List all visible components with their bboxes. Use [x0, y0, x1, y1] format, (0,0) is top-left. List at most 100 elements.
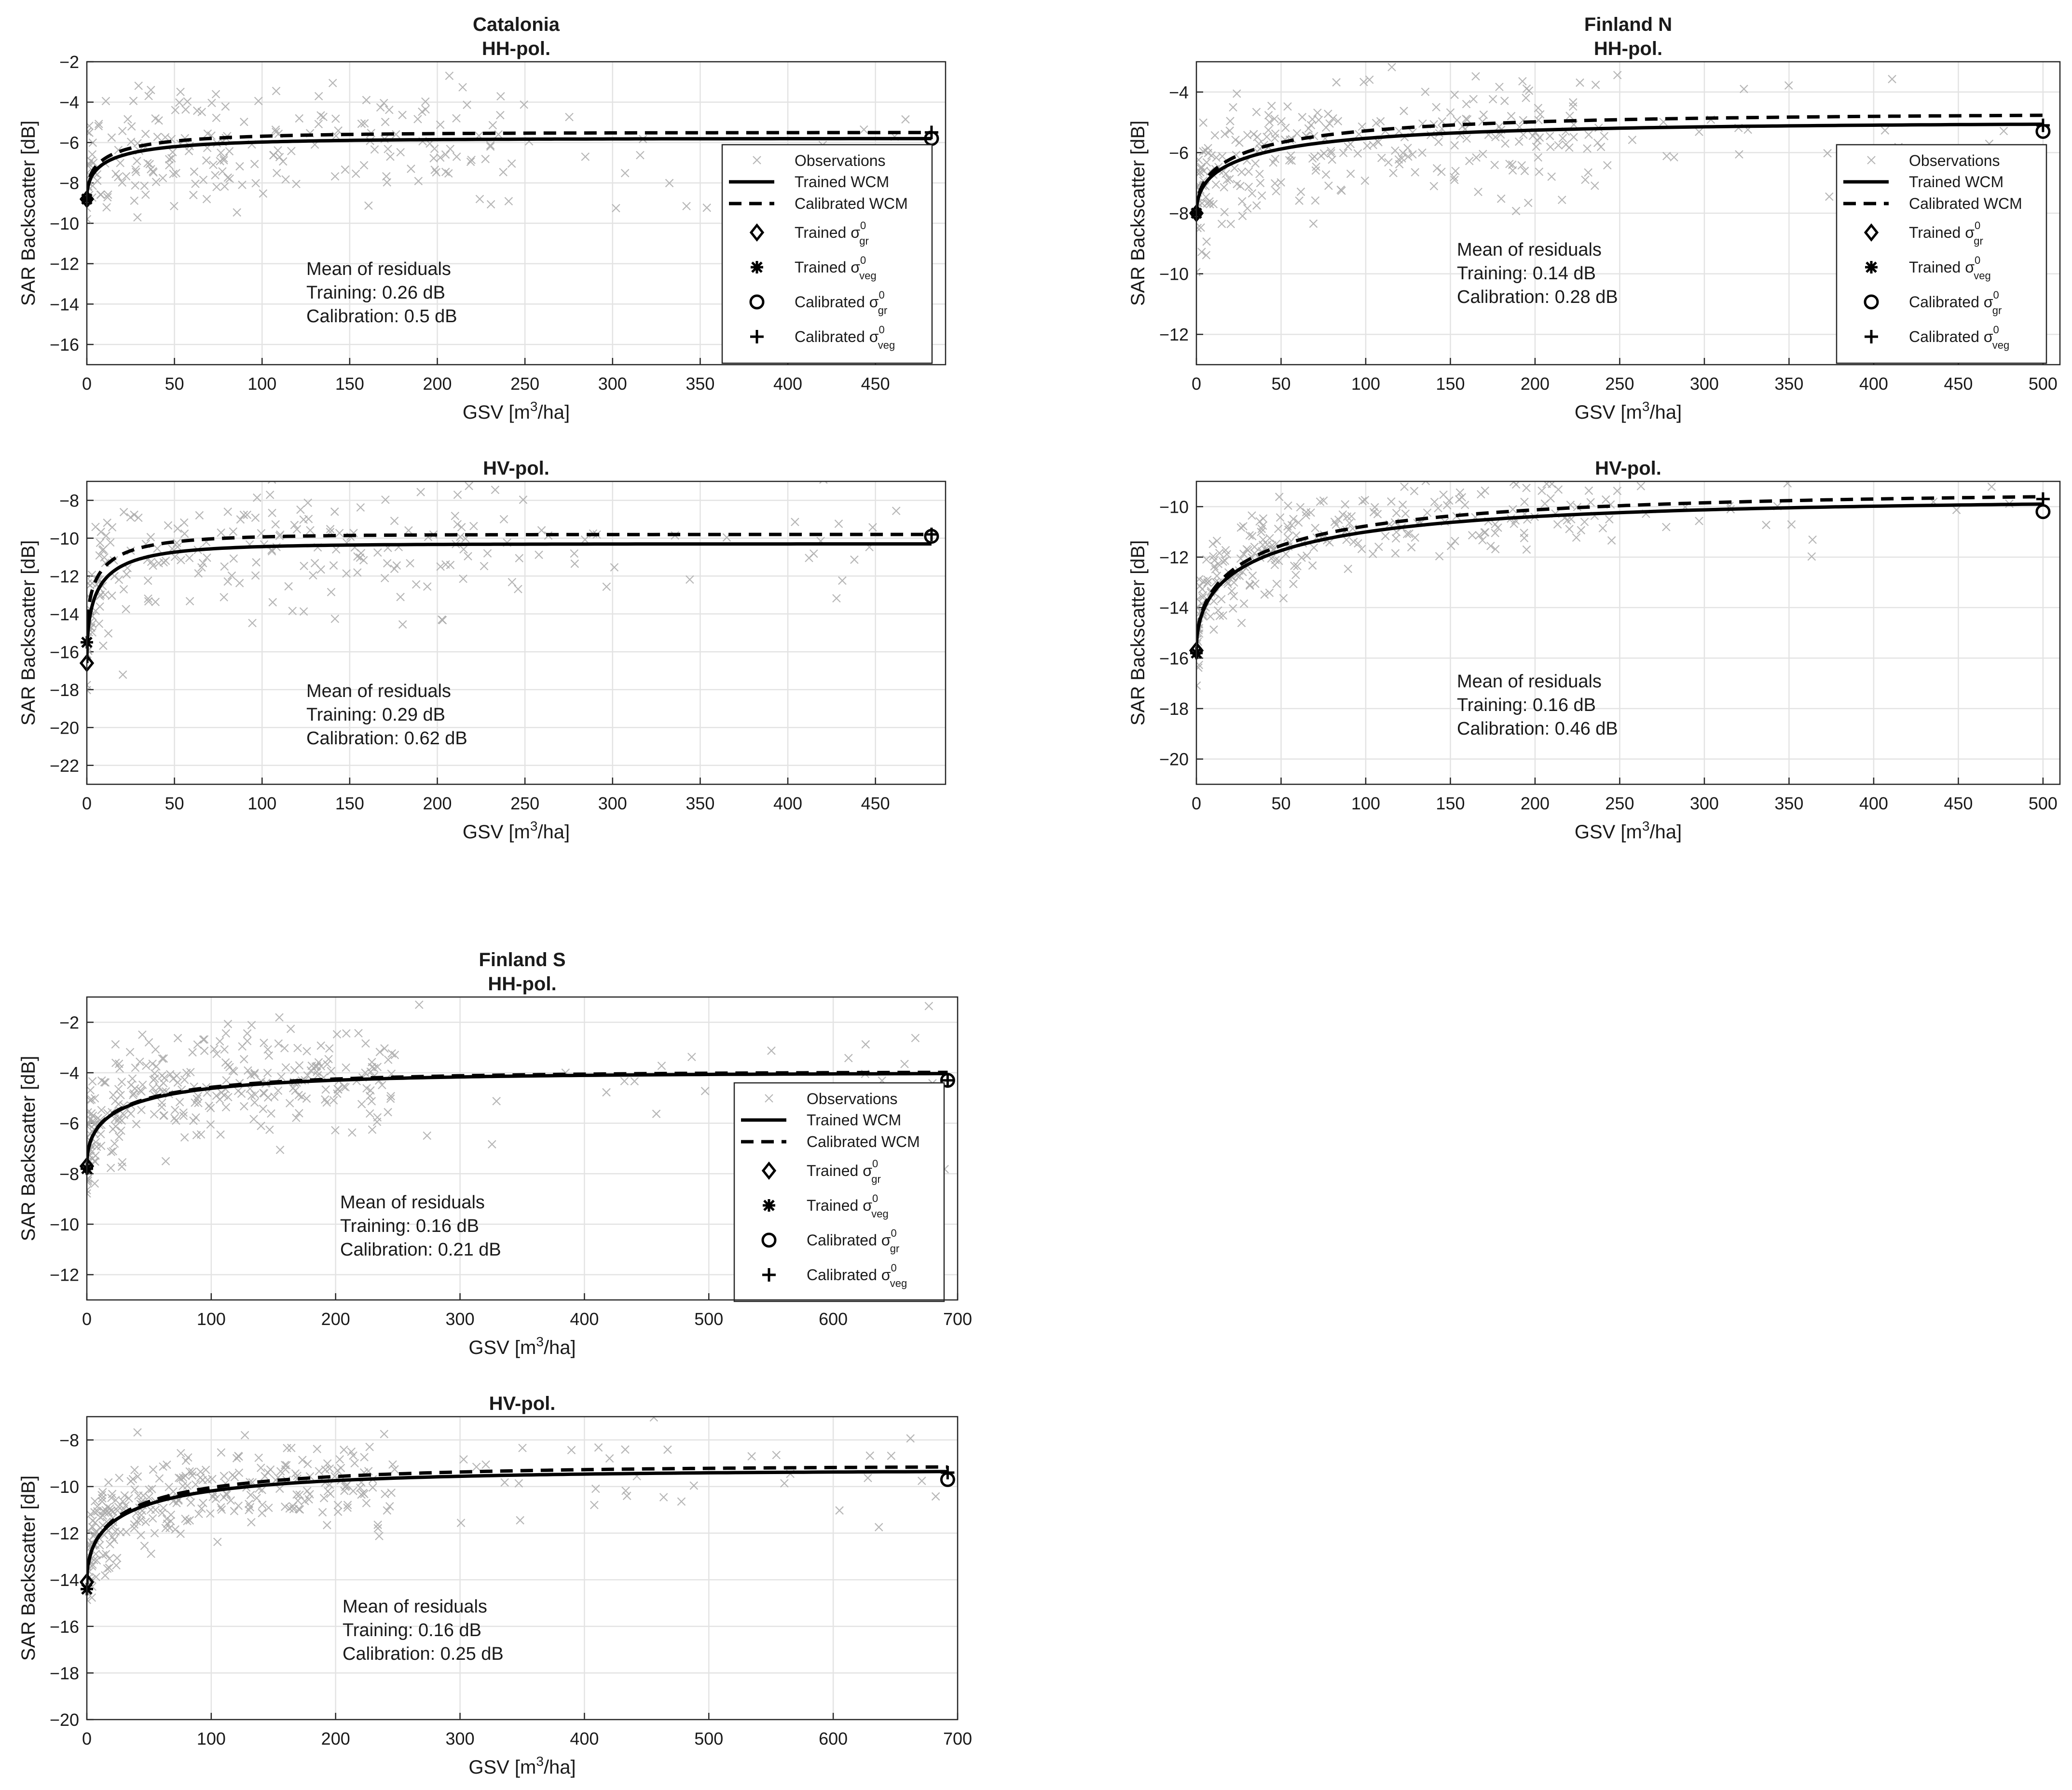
observation-point: [173, 1034, 182, 1042]
residuals-heading: Mean of residuals: [306, 681, 451, 701]
y-tick-label: −16: [1159, 648, 1189, 668]
observation-point: [197, 1504, 206, 1513]
observation-point: [131, 165, 140, 174]
observation-point: [114, 575, 123, 584]
observation-point: [343, 1503, 352, 1512]
calibrated-sigma-gr-marker: [761, 1232, 777, 1248]
observation-point: [197, 563, 206, 572]
observation-point: [1596, 142, 1605, 151]
observation-point: [87, 159, 94, 168]
observation-point: [166, 1510, 176, 1519]
observation-point: [343, 1480, 352, 1489]
observation-point: [88, 1517, 97, 1525]
observation-point: [445, 71, 454, 80]
x-axis-label: GSV [m3/ha]: [468, 1334, 576, 1358]
trained-sigma-veg-marker: [1865, 261, 1878, 273]
observation-point: [158, 1054, 167, 1063]
axes-frame: [86, 996, 959, 1301]
observation-point: [137, 1530, 145, 1540]
observation-point: [1331, 520, 1341, 529]
x-tick-label: 200: [423, 374, 452, 394]
observation-point: [247, 1518, 256, 1527]
observation-point: [1481, 486, 1490, 495]
observation-point: [110, 1535, 119, 1544]
observation-point: [494, 130, 503, 139]
observation-point: [172, 1116, 180, 1125]
observation-point: [220, 156, 228, 164]
observation-point: [1327, 149, 1336, 158]
observation-point: [206, 1120, 215, 1129]
observation-point: [1252, 108, 1261, 117]
x-tick-label: 350: [1774, 374, 1803, 394]
observation-point: [87, 1526, 93, 1535]
observation-point: [354, 1029, 363, 1038]
observation-point: [221, 102, 230, 111]
observation-point: [1207, 151, 1216, 160]
observation-point: [101, 590, 110, 599]
observation-point: [116, 1091, 125, 1100]
observation-point: [286, 1025, 295, 1033]
observation-point: [144, 92, 153, 100]
observation-point: [1558, 195, 1566, 205]
observation-point: [252, 558, 261, 567]
observation-point: [602, 1088, 611, 1097]
observation-point: [414, 177, 423, 186]
observation-point: [333, 1089, 342, 1098]
observation-point: [105, 1554, 114, 1563]
observation-point: [1353, 149, 1362, 158]
observation-point: [496, 110, 505, 120]
observation-point: [220, 1472, 229, 1480]
observation-point: [217, 1505, 226, 1514]
observation-point: [215, 1037, 224, 1046]
observation-point: [791, 518, 799, 526]
observation-point: [319, 112, 328, 122]
observation-point: [147, 85, 155, 95]
observation-point: [385, 1502, 394, 1511]
y-tick-label: −16: [50, 1617, 79, 1637]
observation-point: [373, 1520, 382, 1529]
observation-point: [240, 1102, 248, 1111]
observation-point: [1377, 153, 1386, 163]
observation-point: [1542, 481, 1551, 488]
observation-point: [390, 517, 399, 525]
y-tick-label: −10: [50, 1477, 79, 1497]
x-tick-label: 400: [1859, 374, 1888, 394]
observation-point: [1204, 144, 1212, 152]
calibrated-wcm-line: [87, 1070, 948, 1166]
observation-point: [1583, 144, 1592, 153]
y-tick-label: −18: [1159, 699, 1189, 719]
observation-point: [200, 1046, 209, 1055]
observation-point: [453, 520, 462, 529]
observation-point: [1401, 509, 1410, 518]
observation-point: [1264, 111, 1273, 120]
observation-point: [211, 171, 220, 180]
observation-point: [1479, 150, 1487, 159]
observation-point: [1309, 543, 1318, 552]
observation-point: [169, 1074, 178, 1083]
x-tick-label: 150: [335, 374, 364, 394]
observation-point: [133, 1428, 142, 1437]
observation-point: [197, 108, 206, 116]
observation-point: [1197, 163, 1206, 171]
observation-point: [1384, 158, 1393, 167]
observation-point: [234, 1501, 243, 1510]
residuals-heading: Mean of residuals: [306, 259, 451, 279]
observation-point: [1202, 251, 1211, 260]
observation-point: [132, 1120, 141, 1129]
x-tick-label: 400: [1859, 793, 1888, 813]
observation-point: [381, 495, 390, 504]
x-tick-label: 500: [2029, 374, 2058, 394]
observation-point: [1825, 192, 1834, 201]
observation-point: [467, 155, 476, 164]
observation-point: [238, 180, 247, 189]
observation-point: [1567, 515, 1576, 524]
observation-point: [99, 641, 108, 650]
observation-point: [223, 577, 232, 586]
observation-point: [1208, 539, 1217, 548]
observation-point: [130, 196, 139, 205]
x-tick-label: 300: [598, 793, 627, 813]
observation-point: [295, 1505, 304, 1514]
observation-point: [491, 485, 500, 494]
observation-point: [356, 503, 365, 512]
observation-point: [500, 1478, 509, 1487]
